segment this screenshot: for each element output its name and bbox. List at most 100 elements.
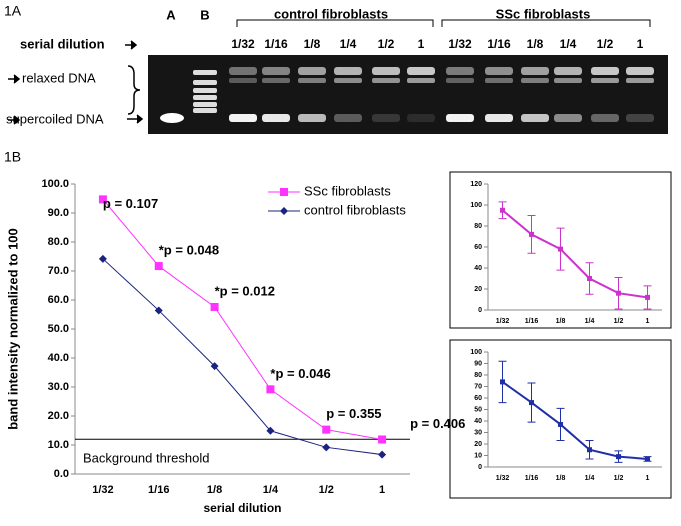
y-tick-label: 40 — [474, 418, 482, 425]
y-tick-label: 80.0 — [48, 236, 69, 248]
y-tick-label: 40 — [474, 265, 482, 272]
point — [98, 254, 107, 263]
x-tick-label: 1/16 — [525, 475, 539, 482]
dilution-label: 1/4 — [340, 37, 357, 51]
threshold-label: Background threshold — [83, 451, 209, 466]
lane-label: A — [166, 7, 176, 22]
ladder-band — [193, 88, 217, 93]
y-axis-label: band intensity normalized to 100 — [5, 228, 20, 430]
group-label: SSc fibroblasts — [496, 6, 591, 21]
legend-label: SSc fibroblasts — [304, 183, 391, 198]
ladder-band — [193, 108, 217, 113]
panel-label: 1B — [4, 149, 21, 165]
p-value: *p = 0.046 — [270, 366, 330, 381]
point — [322, 425, 331, 434]
y-tick-label: 10 — [474, 452, 482, 459]
dilution-label: 1/2 — [597, 37, 614, 51]
y-tick-label: 20 — [474, 441, 482, 448]
ladder-band — [193, 95, 217, 100]
point — [210, 362, 219, 371]
x-tick-label: 1/32 — [496, 318, 510, 325]
series-line — [501, 209, 648, 299]
gel-band — [521, 67, 549, 75]
dilution-label: 1 — [418, 37, 425, 51]
gel-band — [298, 114, 326, 122]
x-axis-label: serial dilution — [203, 501, 281, 515]
point — [266, 426, 275, 435]
x-tick-label: 1/4 — [263, 484, 279, 496]
gel — [148, 55, 668, 134]
y-tick-label: 0 — [478, 464, 482, 471]
series-line — [102, 199, 383, 440]
row-label: serial dilution — [20, 36, 105, 51]
dilution-label: 1/8 — [527, 37, 544, 51]
p-value: p = 0.406 — [410, 416, 465, 431]
x-tick-label: 1/32 — [496, 475, 510, 482]
y-tick-label: 50 — [474, 406, 482, 413]
gel-band — [334, 78, 362, 83]
band-label: supercoiled DNA — [6, 111, 104, 126]
x-tick-label: 1/4 — [585, 475, 595, 482]
y-tick-label: 60 — [474, 395, 482, 402]
legend-marker — [280, 207, 288, 215]
gel-band — [554, 67, 582, 75]
gel-band — [372, 114, 400, 122]
gel-band — [160, 113, 184, 123]
point — [154, 262, 163, 271]
x-tick-label: 1 — [379, 484, 385, 496]
y-tick-label: 80 — [474, 372, 482, 379]
dilution-label: 1/4 — [560, 37, 577, 51]
point — [210, 302, 219, 311]
x-tick-label: 1/16 — [148, 484, 169, 496]
gel-band — [446, 114, 474, 122]
dilution-label: 1 — [637, 37, 644, 51]
y-tick-label: 120 — [470, 181, 482, 188]
group-brackets — [127, 19, 651, 115]
y-tick-label: 90.0 — [48, 207, 69, 219]
point — [645, 456, 650, 462]
y-tick-label: 50.0 — [48, 323, 69, 335]
y-tick-label: 0 — [478, 307, 482, 314]
gel-band — [446, 78, 474, 83]
gel-band — [591, 114, 619, 122]
gel-band — [334, 67, 362, 75]
point — [378, 450, 387, 459]
y-tick-label: 100 — [470, 202, 482, 209]
point — [154, 306, 163, 315]
x-tick-label: 1 — [646, 475, 650, 482]
x-tick-label: 1/8 — [556, 475, 566, 482]
gel-band — [554, 114, 582, 122]
y-tick-label: 80 — [474, 223, 482, 230]
arrows — [8, 40, 144, 125]
y-tick-label: 0.0 — [54, 468, 69, 480]
y-tick-label: 30 — [474, 429, 482, 436]
lane-label: B — [200, 7, 209, 22]
point — [529, 231, 534, 237]
ladder-band — [193, 80, 217, 85]
gel-band — [485, 67, 513, 75]
legend-marker — [280, 188, 288, 196]
gel-band — [372, 67, 400, 75]
gel-band — [298, 78, 326, 83]
gel-band — [626, 78, 654, 83]
point — [616, 290, 621, 296]
x-tick-label: 1 — [646, 318, 650, 325]
series-line — [102, 258, 383, 456]
x-tick-label: 1/2 — [319, 484, 334, 496]
x-tick-label: 1/2 — [614, 318, 624, 325]
point — [558, 246, 563, 252]
band-label: relaxed DNA — [22, 70, 96, 85]
point — [266, 385, 275, 394]
y-tick-label: 100 — [470, 349, 482, 356]
gel-band — [446, 67, 474, 75]
x-tick-label: 1/4 — [585, 318, 595, 325]
point — [322, 443, 331, 452]
y-tick-label: 100.0 — [41, 178, 69, 190]
ladder-band — [193, 70, 217, 75]
dilution-label: 1/16 — [487, 37, 511, 51]
gel-band — [626, 114, 654, 122]
point — [500, 207, 505, 213]
gel-band — [262, 114, 290, 122]
ladder-band — [193, 102, 217, 107]
